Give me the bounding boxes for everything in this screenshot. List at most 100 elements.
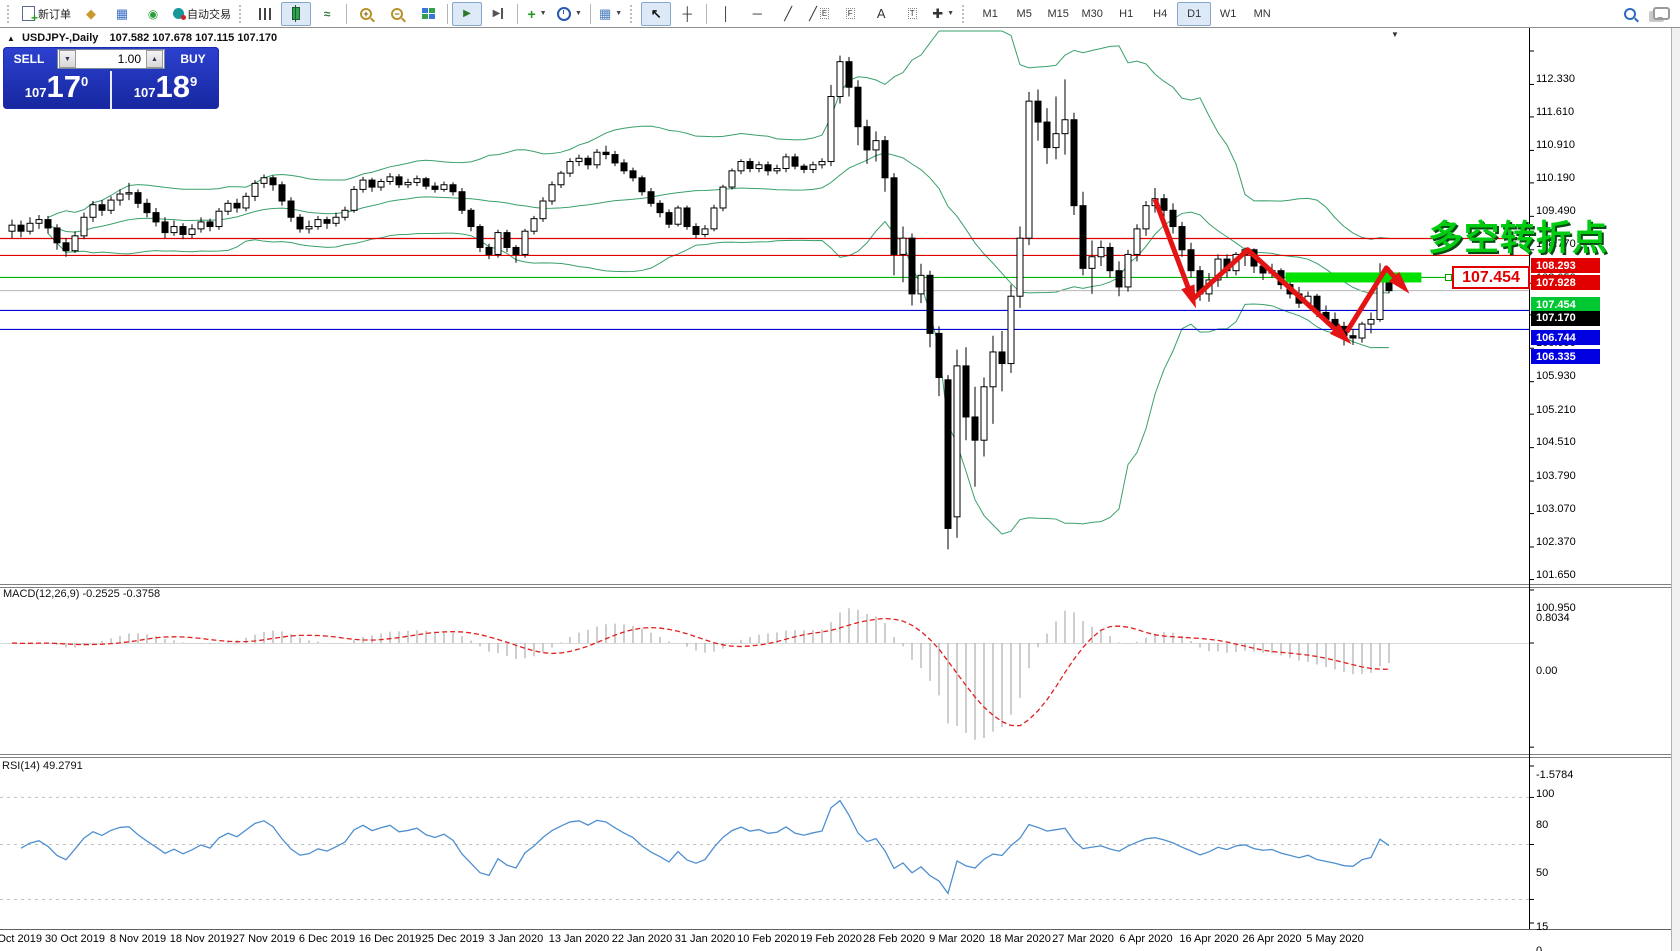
volume-value[interactable]: 1.00 (117, 52, 141, 66)
date-axis-label: 13 Jan 2020 (548, 933, 610, 945)
date-axis-label: 5 May 2020 (1306, 933, 1364, 945)
candle (1124, 253, 1132, 288)
indicators-icon: + (527, 5, 536, 22)
horizontal-line-tool-button[interactable]: ─ (742, 2, 772, 26)
chevron-down-icon: ▼ (947, 10, 955, 17)
zoom-in-button[interactable]: + (351, 2, 381, 26)
toolbar-grip[interactable] (239, 4, 246, 23)
candle (539, 200, 547, 220)
candle (71, 235, 79, 252)
candle (206, 221, 214, 228)
price-axis-tick: 103.790 (1536, 469, 1576, 482)
timeframe-button-H1[interactable]: H1 (1119, 7, 1134, 20)
bar-chart-button[interactable] (250, 2, 280, 26)
candle (719, 186, 727, 209)
autotrading-icon (173, 8, 186, 20)
date-axis-label: 30 Oct 2019 (45, 933, 105, 945)
candle (872, 140, 880, 151)
toolbar-grip[interactable] (962, 4, 969, 23)
bollinger-up-band (47, 30, 1390, 240)
candle (1106, 246, 1114, 272)
buy-price-button[interactable]: 107 18 9 (112, 71, 219, 109)
vertical-line-tool-button[interactable]: │ (711, 2, 741, 26)
candle (35, 219, 43, 224)
periods-button[interactable]: ▼ (553, 2, 586, 26)
timeframe-button-D1[interactable]: D1 (1177, 1, 1212, 26)
buy-button[interactable]: BUY (180, 52, 206, 66)
text-label-tool-button[interactable]: T (897, 2, 927, 26)
candle (935, 332, 943, 378)
timeframe-button-M5[interactable]: M5 (1016, 7, 1032, 20)
toolbar-grip[interactable] (630, 4, 637, 23)
arrows-tool-button[interactable]: ✚ ▼ (928, 2, 958, 26)
chart-dropdown-arrow-icon[interactable]: ▼ (1391, 30, 1399, 39)
date-axis-label: 22 Jan 2020 (611, 933, 673, 945)
autotrading-button[interactable]: 自动交易 (169, 2, 235, 26)
signals-button[interactable]: ◉ (138, 2, 168, 26)
trendline-icon: ╱ (784, 5, 793, 21)
toolbar-grip[interactable] (7, 4, 14, 23)
candle (476, 226, 484, 248)
chart-shift-button[interactable]: ▶ (483, 2, 513, 26)
candlestick-chart-button[interactable] (281, 1, 311, 26)
market-watch-button[interactable]: ◆ (76, 2, 106, 26)
timeframe-button-M1[interactable]: M1 (982, 7, 998, 20)
channel-tool-button[interactable]: ╱ E (804, 2, 834, 26)
date-axis-label: 31 Jan 2020 (674, 933, 736, 945)
toolbar-separator (589, 3, 591, 24)
timeframe-button-M15[interactable]: M15 (1047, 7, 1069, 20)
candle (269, 177, 277, 186)
candle (926, 274, 934, 334)
timeframe-button-W1[interactable]: W1 (1219, 7, 1237, 20)
crosshair-tool-button[interactable]: ┼ (672, 2, 702, 26)
search-button[interactable] (1615, 2, 1645, 26)
price-badge: 107.928 (1531, 275, 1600, 291)
candle (359, 179, 367, 190)
line-chart-button[interactable]: ≈ (312, 2, 342, 26)
tile-windows-button[interactable] (413, 2, 443, 26)
signals-icon: ◉ (147, 6, 159, 21)
one-click-trading-panel: SELL ▼ 1.00 ▲ BUY 107 17 0 107 18 9 (3, 47, 219, 109)
candle (1079, 205, 1087, 269)
toolbar-separator (517, 3, 518, 24)
candle (764, 164, 772, 172)
chat-button[interactable] (1646, 2, 1676, 26)
candle (1070, 119, 1078, 207)
volume-increase-button[interactable]: ▲ (146, 50, 163, 68)
candle (953, 365, 961, 518)
candle (1367, 318, 1375, 325)
indicators-button[interactable]: + ▼ (522, 2, 552, 26)
zoom-out-icon: − (391, 7, 403, 20)
text-tool-button[interactable]: A (866, 2, 896, 26)
auto-scroll-button[interactable]: ▶ (452, 1, 482, 26)
collapse-triangle-icon[interactable]: ▲ (7, 34, 15, 43)
price-axis-tick: 101.650 (1536, 569, 1576, 581)
fibonacci-icon: F (845, 8, 855, 19)
candle (746, 161, 754, 170)
fibonacci-tool-button[interactable]: F (835, 2, 865, 26)
price-badge: 106.744 (1531, 330, 1600, 346)
volume-decrease-button[interactable]: ▼ (59, 50, 76, 68)
chart-canvas[interactable] (0, 28, 1680, 951)
timeframe-button-MN[interactable]: MN (1253, 7, 1271, 20)
zoom-out-button[interactable]: − (382, 2, 412, 26)
timeframe-toolbar: M1 M5 M15 M30 H1 H4 D1 W1 MN (973, 1, 1279, 26)
candle (989, 351, 997, 388)
trendline-tool-button[interactable]: ╱ (773, 2, 803, 26)
timeframe-button-H4[interactable]: H4 (1153, 7, 1168, 20)
chart-area[interactable]: ▲ USDJPY-,Daily 107.582 107.678 107.115 … (0, 28, 1680, 951)
candle (1169, 209, 1177, 228)
candle (1178, 226, 1186, 251)
cursor-tool-button[interactable]: ↖ (641, 1, 672, 26)
sell-price-button[interactable]: 107 17 0 (3, 71, 112, 109)
candle (782, 156, 790, 170)
timeframe-button-M30[interactable]: M30 (1081, 7, 1103, 20)
strategy-tester-button[interactable]: ▦ (107, 2, 137, 26)
price-tag-label: 107.454 (1452, 266, 1530, 289)
rsi-indicator-label: RSI(14) 49.2791 (2, 760, 83, 772)
channel-letter: E (819, 8, 830, 19)
new-order-button[interactable]: 新订单 (18, 2, 75, 26)
date-axis-label: 18 Nov 2019 (169, 933, 233, 945)
sell-button[interactable]: SELL (13, 52, 45, 66)
templates-button[interactable]: ▦ ▼ (595, 2, 626, 26)
